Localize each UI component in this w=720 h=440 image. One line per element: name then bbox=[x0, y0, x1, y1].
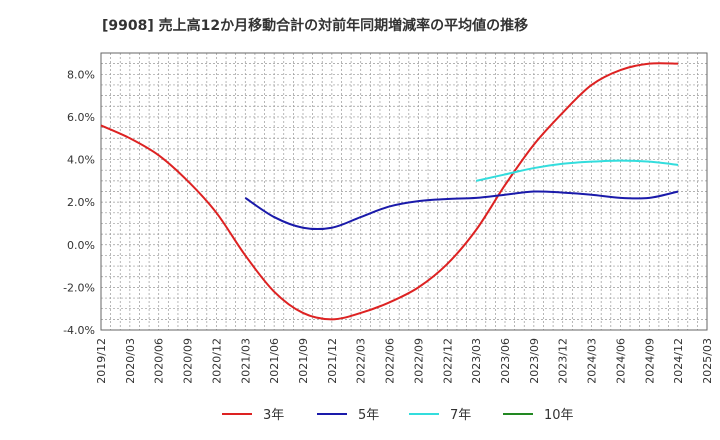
x-tick-label: 2021/06 bbox=[268, 338, 281, 384]
x-tick-label: 2020/03 bbox=[124, 338, 137, 384]
x-tick-label: 2021/09 bbox=[297, 338, 310, 384]
x-tick-label: 2024/09 bbox=[643, 338, 656, 384]
x-tick-label: 2021/12 bbox=[326, 338, 339, 384]
x-tick-label: 2022/06 bbox=[384, 338, 397, 384]
y-tick-label: 6.0% bbox=[67, 111, 95, 124]
legend: 3年 5年 7年 10年 bbox=[222, 408, 574, 423]
x-tick-label: 2024/12 bbox=[672, 338, 685, 384]
series-line-1 bbox=[244, 190, 679, 231]
x-tick-label: 2020/12 bbox=[210, 338, 223, 384]
x-tick-label: 2024/06 bbox=[614, 338, 627, 384]
series-lines bbox=[100, 62, 679, 321]
x-tick-label: 2023/12 bbox=[557, 338, 570, 384]
x-tick-label: 2022/12 bbox=[441, 338, 454, 384]
x-tick-label: 2023/09 bbox=[528, 338, 541, 384]
series-line-2 bbox=[475, 159, 679, 182]
legend-label-2: 7年 bbox=[450, 408, 471, 423]
legend-label-3: 10年 bbox=[544, 408, 574, 423]
x-tick-label: 2020/06 bbox=[153, 338, 166, 384]
x-axis: 2019/12 2020/03 2020/06 2020/09 2020/12 2021/… bbox=[95, 338, 714, 384]
y-tick-label: 2.0% bbox=[67, 196, 95, 209]
y-axis: -4.0% -2.0% 0.0% 2.0% 4.0% 6.0% 8.0% bbox=[63, 68, 95, 337]
legend-label-0: 3年 bbox=[263, 408, 284, 423]
series-line-0 bbox=[100, 62, 679, 321]
plot-area bbox=[100, 52, 708, 331]
y-tick-label: 0.0% bbox=[67, 239, 95, 252]
legend-label-1: 5年 bbox=[358, 408, 379, 423]
y-tick-label: -4.0% bbox=[63, 324, 95, 337]
x-tick-label: 2022/09 bbox=[412, 338, 425, 384]
y-tick-label: 8.0% bbox=[67, 68, 95, 81]
x-tick-label: 2020/09 bbox=[182, 338, 195, 384]
x-tick-label: 2022/03 bbox=[355, 338, 368, 384]
grid bbox=[101, 53, 707, 330]
y-tick-label: 4.0% bbox=[67, 154, 95, 167]
x-tick-label: 2023/06 bbox=[499, 338, 512, 384]
y-tick-label: -2.0% bbox=[63, 281, 95, 294]
chart-title: [9908] 売上高12か月移動合計の対前年同期増減率の平均値の推移 bbox=[102, 17, 528, 34]
x-tick-label: 2024/03 bbox=[586, 338, 599, 384]
x-tick-label: 2019/12 bbox=[95, 338, 108, 384]
x-tick-label: 2023/03 bbox=[470, 338, 483, 384]
x-tick-label: 2021/03 bbox=[239, 338, 252, 384]
x-tick-label: 2025/03 bbox=[701, 338, 714, 384]
